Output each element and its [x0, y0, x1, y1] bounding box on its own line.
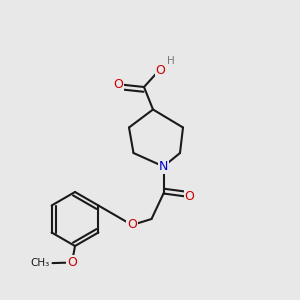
Text: O: O	[127, 218, 137, 232]
Text: O: O	[156, 64, 165, 77]
Text: H: H	[167, 56, 175, 66]
Text: O: O	[185, 190, 194, 203]
Text: CH₃: CH₃	[31, 258, 50, 268]
Text: O: O	[113, 78, 123, 91]
Text: N: N	[159, 160, 168, 173]
Text: O: O	[67, 256, 77, 269]
